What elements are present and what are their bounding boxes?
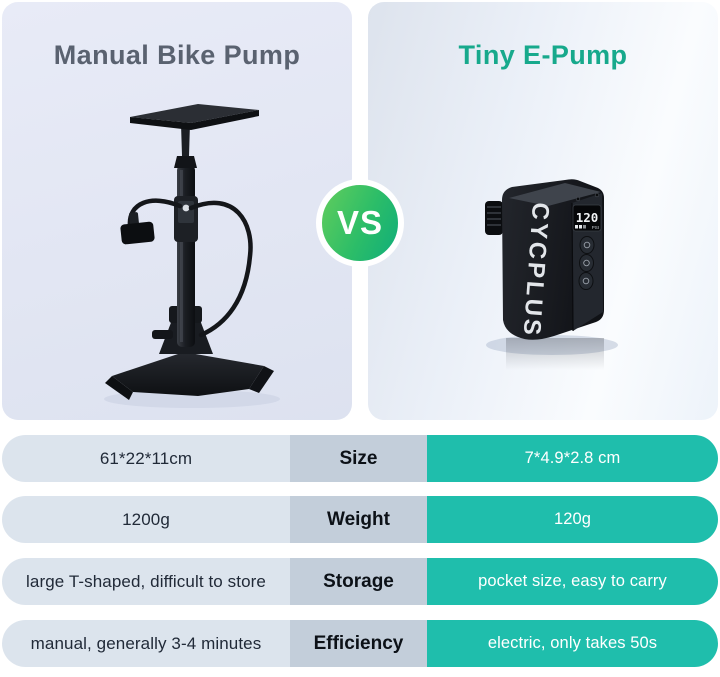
epump-title: Tiny E-Pump [458,40,628,70]
manual-storage-value: large T-shaped, difficult to store [2,558,290,605]
manual-size-value: 61*22*11cm [2,435,290,482]
epump-efficiency-value: electric, only takes 50s [427,620,718,667]
epump-display: 120 PSI [572,204,602,232]
epump-screws [575,192,600,202]
table-row-weight: 1200g Weight 120g [2,496,718,543]
storage-label: Storage [290,558,427,605]
vs-badge: VS [316,179,404,267]
pump-base [105,352,274,400]
battery-icon [579,225,582,229]
manual-pump-title: Manual Bike Pump [53,40,301,70]
table-row-efficiency: manual, generally 3-4 minutes Efficiency… [2,620,718,667]
table-row-storage: large T-shaped, difficult to store Stora… [2,558,718,605]
manual-weight-value: 1200g [2,496,290,543]
battery-icon [583,225,586,229]
battery-icon [575,225,578,229]
epump-air-knob [485,201,503,235]
epump-storage-value: pocket size, easy to carry [427,558,718,605]
epump-reflection [506,338,604,370]
manual-pump-illustration [104,104,280,408]
epump-display-unit: PSI [592,225,599,230]
size-label: Size [290,435,427,482]
epump-illustration: CYCPLUS 120 PSI [485,179,618,370]
pump-valve-head [120,212,155,245]
epump-buttons [578,236,595,290]
efficiency-label: Efficiency [290,620,427,667]
pump-ground-shadow [104,390,280,408]
pump-handle [130,104,259,168]
epump-display-pressure: 120 [576,210,599,225]
manual-efficiency-value: manual, generally 3-4 minutes [2,620,290,667]
vs-label: VS [336,204,384,241]
table-row-size: 61*22*11cm Size 7*4.9*2.8 cm [2,435,718,482]
manual-pump-panel: Manual Bike Pump [2,2,352,420]
weight-label: Weight [290,496,427,543]
epump-panel: Tiny E-Pump CYCPLUS [368,2,718,420]
epump-weight-value: 120g [427,496,718,543]
epump-size-value: 7*4.9*2.8 cm [427,435,718,482]
pump-barrel [177,165,195,347]
